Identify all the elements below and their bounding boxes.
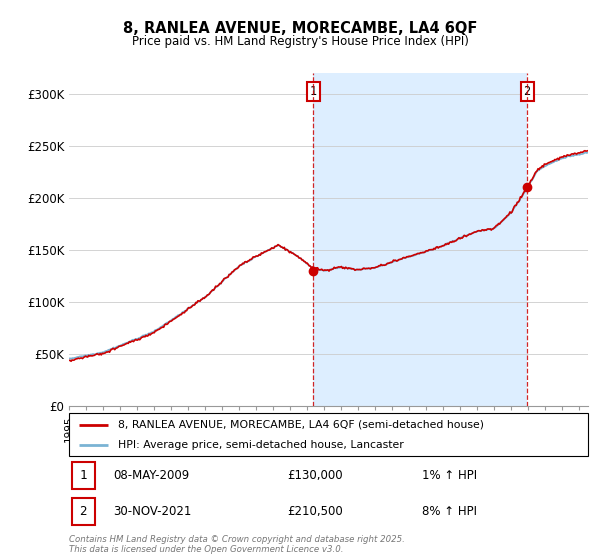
Text: 1: 1	[310, 85, 317, 97]
Text: 08-MAY-2009: 08-MAY-2009	[113, 469, 190, 482]
Text: 8% ↑ HPI: 8% ↑ HPI	[422, 505, 477, 518]
Bar	[313, 73, 527, 406]
Text: Contains HM Land Registry data © Crown copyright and database right 2025.
This d: Contains HM Land Registry data © Crown c…	[69, 535, 405, 554]
Text: HPI: Average price, semi-detached house, Lancaster: HPI: Average price, semi-detached house,…	[118, 441, 404, 450]
Text: 2: 2	[80, 505, 87, 518]
Text: 8, RANLEA AVENUE, MORECAMBE, LA4 6QF: 8, RANLEA AVENUE, MORECAMBE, LA4 6QF	[123, 21, 477, 36]
FancyBboxPatch shape	[71, 498, 95, 525]
Text: 30-NOV-2021: 30-NOV-2021	[113, 505, 191, 518]
Text: £130,000: £130,000	[287, 469, 343, 482]
FancyBboxPatch shape	[71, 462, 95, 488]
Text: Price paid vs. HM Land Registry's House Price Index (HPI): Price paid vs. HM Land Registry's House …	[131, 35, 469, 48]
Text: 1% ↑ HPI: 1% ↑ HPI	[422, 469, 477, 482]
FancyBboxPatch shape	[69, 413, 588, 456]
Text: 1: 1	[80, 469, 87, 482]
Text: £210,500: £210,500	[287, 505, 343, 518]
Text: 8, RANLEA AVENUE, MORECAMBE, LA4 6QF (semi-detached house): 8, RANLEA AVENUE, MORECAMBE, LA4 6QF (se…	[118, 419, 484, 430]
Text: 2: 2	[524, 85, 530, 97]
